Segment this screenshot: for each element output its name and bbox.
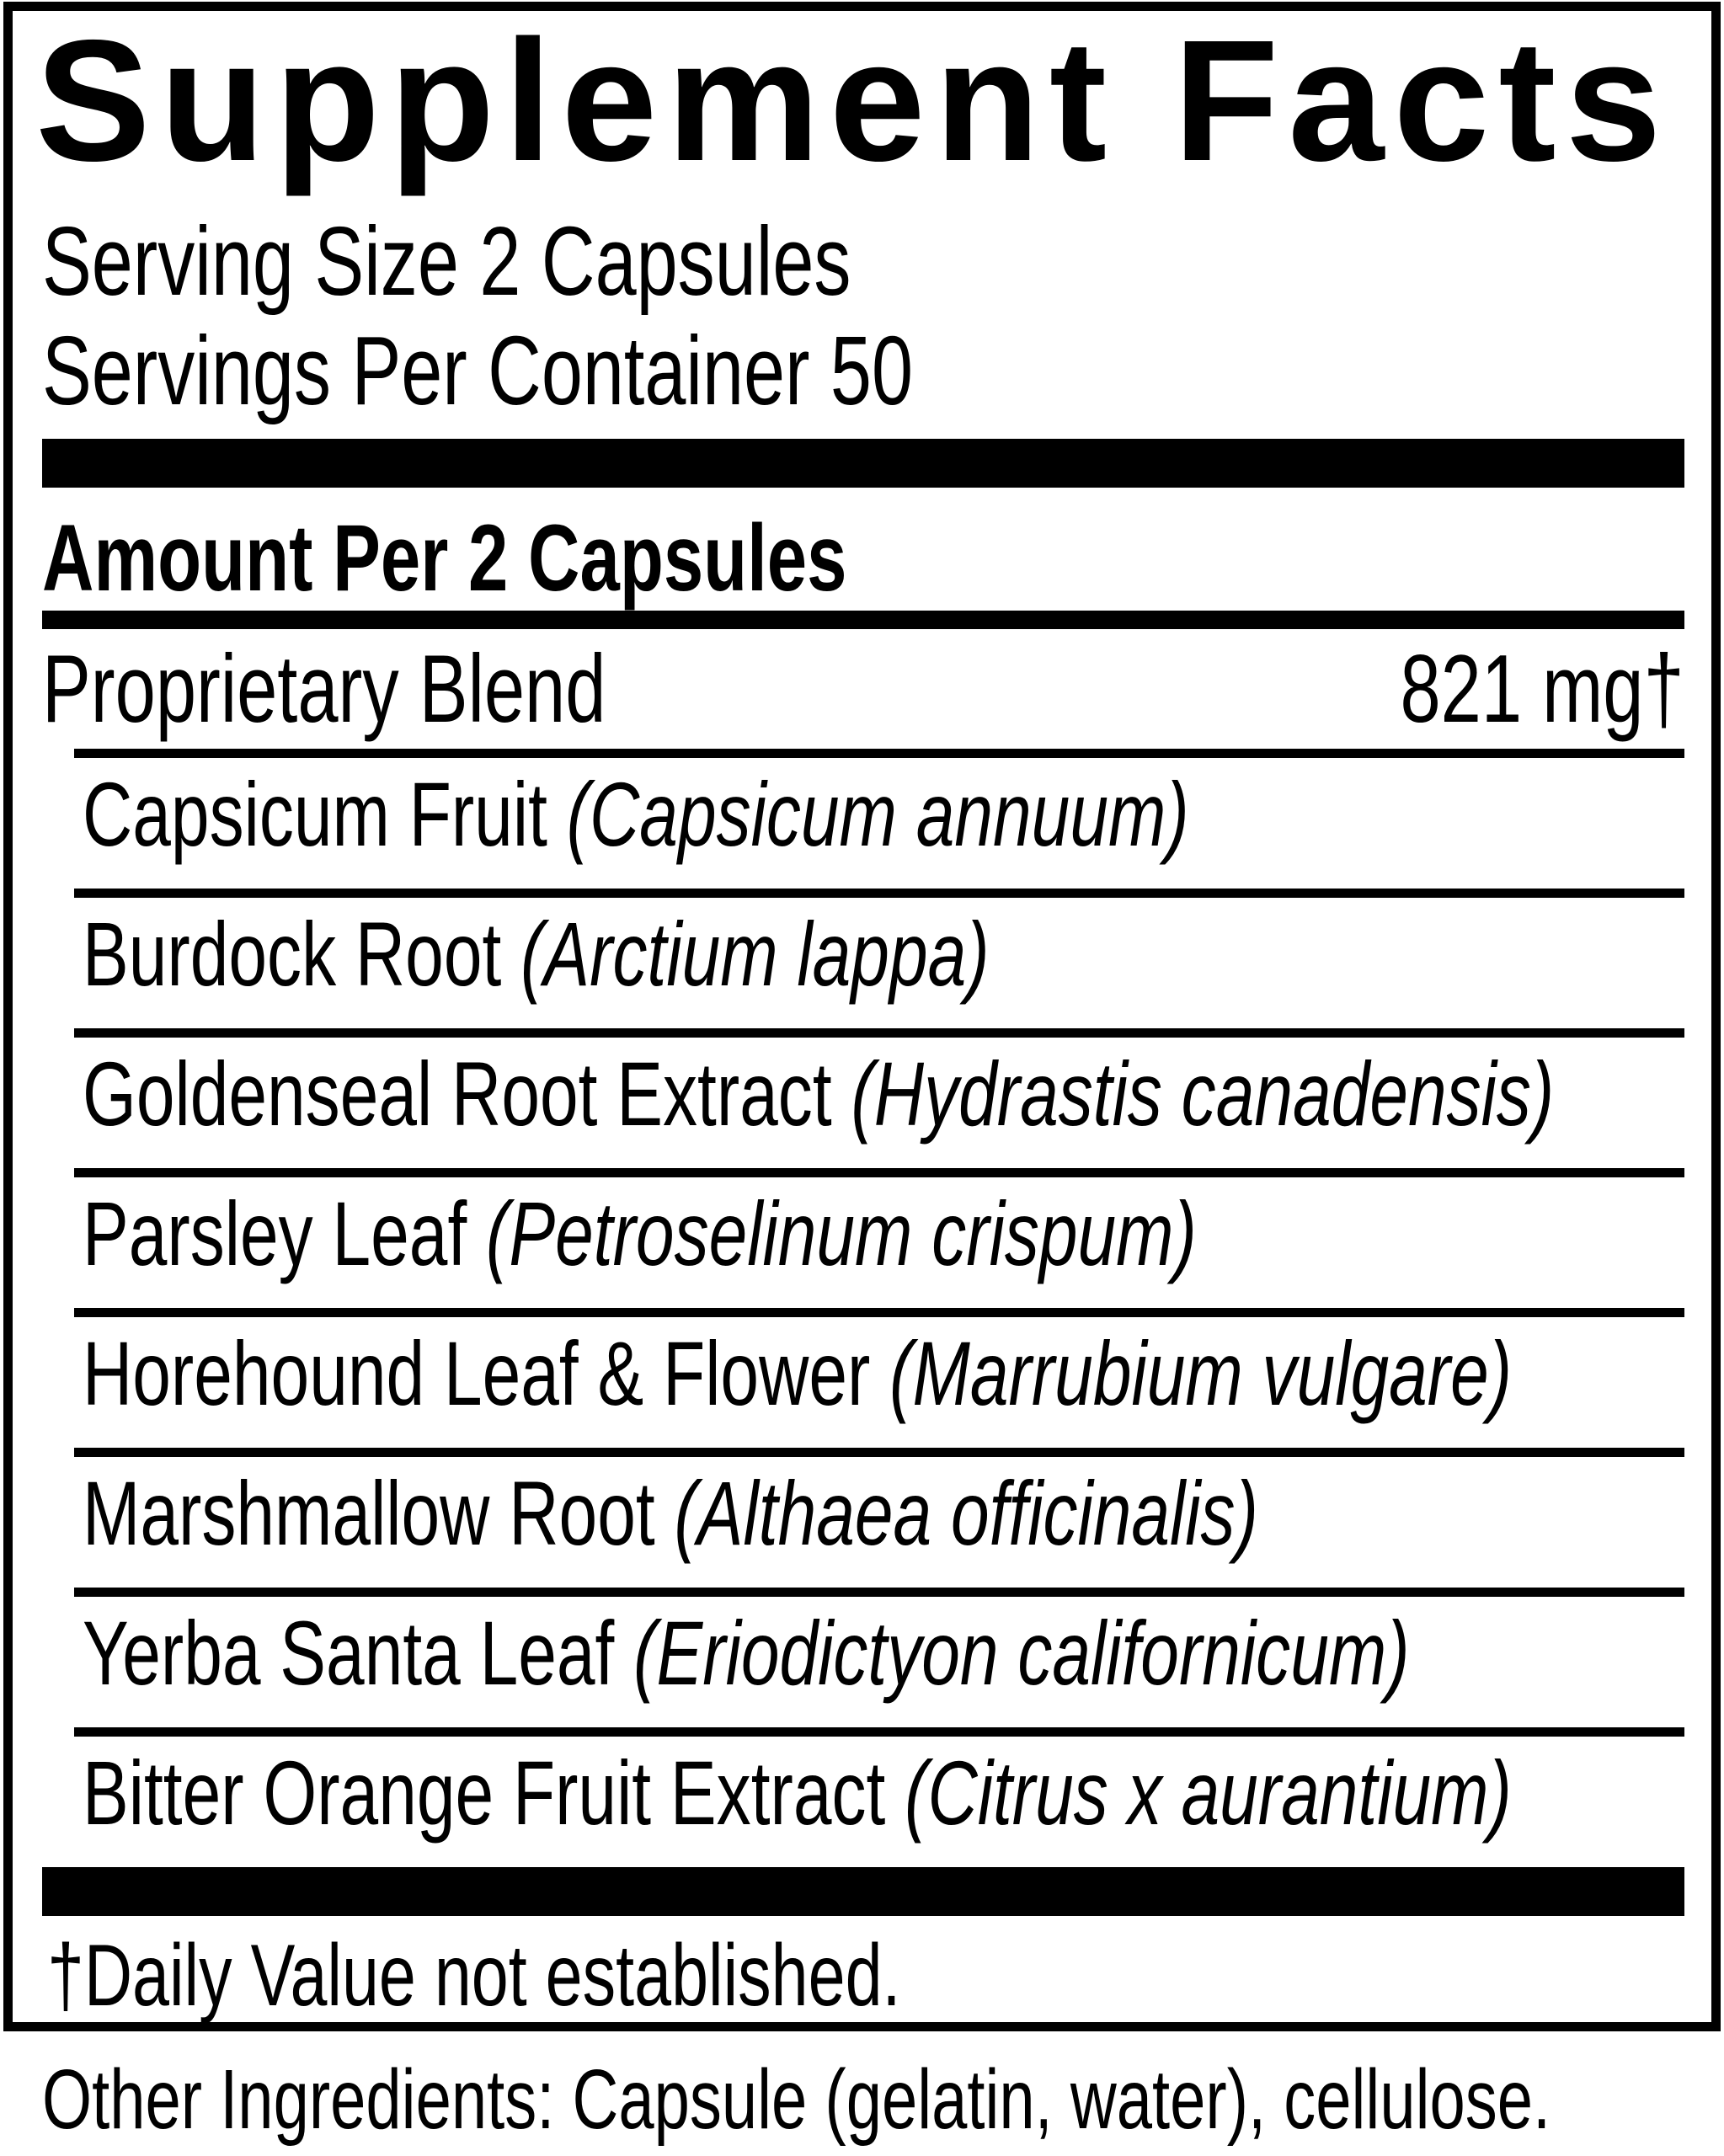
servings-per-container-text: Servings Per Container 50: [42, 316, 913, 425]
ingredient-row: Capsicum Fruit (Capsicum annuum): [74, 749, 1684, 889]
ingredient-name: Yerba Santa Leaf: [83, 1602, 615, 1704]
ingredient-name: Bitter Orange Fruit Extract: [83, 1742, 886, 1844]
ingredient-row-text: Marshmallow Root (Althaea officinalis): [83, 1468, 1258, 1559]
ingredient-row: Parsley Leaf (Petroselinum crispum): [74, 1168, 1684, 1308]
amount-per-header-text: Amount Per 2 Capsules: [42, 505, 847, 611]
proprietary-blend-amount: 821 mg†: [1400, 636, 1684, 743]
ingredient-latin: (Althaea officinalis): [674, 1462, 1258, 1564]
ingredient-row: Bitter Orange Fruit Extract (Citrus x au…: [74, 1727, 1684, 1867]
ingredient-name: Goldenseal Root Extract: [83, 1043, 832, 1145]
ingredient-row: Yerba Santa Leaf (Eriodictyon californic…: [74, 1588, 1684, 1727]
other-ingredients-line: Other Ingredients: Capsule (gelatin, wat…: [42, 2053, 1724, 2146]
ingredient-row: Burdock Root (Arctium lappa): [74, 889, 1684, 1028]
ingredient-latin: (Marrubium vulgare): [889, 1322, 1513, 1424]
panel-title-text: Supplement Facts: [35, 4, 1671, 197]
ingredient-row-text: Capsicum Fruit (Capsicum annuum): [83, 769, 1189, 860]
proprietary-blend-row: Proprietary Blend 821 mg†: [42, 639, 1684, 740]
ingredient-row: Marshmallow Root (Althaea officinalis): [74, 1448, 1684, 1588]
ingredient-row: Horehound Leaf & Flower (Marrubium vulga…: [74, 1308, 1684, 1448]
ingredient-row: Goldenseal Root Extract (Hydrastis canad…: [74, 1028, 1684, 1168]
other-ingredients-text: Other Ingredients: Capsule (gelatin, wat…: [42, 2052, 1551, 2147]
daily-value-footnote: †Daily Value not established.: [42, 1929, 1684, 2022]
supplement-facts-panel: Supplement Facts Serving Size 2 Capsules…: [3, 2, 1721, 2031]
ingredient-row-text: Bitter Orange Fruit Extract (Citrus x au…: [83, 1748, 1512, 1838]
ingredient-name: Marshmallow Root: [83, 1462, 655, 1564]
panel-title: Supplement Facts: [35, 14, 1684, 187]
ingredient-row-text: Goldenseal Root Extract (Hydrastis canad…: [83, 1049, 1554, 1139]
ingredient-latin: (Citrus x aurantium): [905, 1742, 1512, 1844]
ingredient-row-text: Burdock Root (Arctium lappa): [83, 909, 990, 1000]
ingredient-latin: (Hydrastis canadensis): [851, 1043, 1555, 1145]
ingredient-list: Capsicum Fruit (Capsicum annuum) Burdock…: [74, 749, 1684, 1867]
ingredient-name: Burdock Root: [83, 903, 502, 1005]
ingredient-name: Parsley Leaf: [83, 1182, 467, 1284]
proprietary-blend-name: Proprietary Blend: [42, 636, 606, 743]
serving-size-line: Serving Size 2 Capsules: [42, 206, 1684, 316]
ingredient-latin: (Eriodictyon californicum): [633, 1602, 1410, 1704]
daily-value-footnote-text: †Daily Value not established.: [47, 1927, 901, 2025]
amount-per-header: Amount Per 2 Capsules: [42, 508, 1684, 609]
divider-bar-thick-top: [42, 439, 1684, 488]
ingredient-row-text: Parsley Leaf (Petroselinum crispum): [83, 1188, 1197, 1279]
ingredient-latin: (Petroselinum crispum): [486, 1182, 1197, 1284]
divider-bar-thick-bottom: [42, 1867, 1684, 1916]
ingredient-row-text: Horehound Leaf & Flower (Marrubium vulga…: [83, 1328, 1512, 1419]
ingredient-latin: (Arctium lappa): [520, 903, 990, 1005]
serving-size-text: Serving Size 2 Capsules: [42, 206, 851, 316]
divider-bar-medium: [42, 611, 1684, 629]
servings-per-container-line: Servings Per Container 50: [42, 316, 1684, 425]
ingredient-name: Horehound Leaf & Flower: [83, 1322, 871, 1424]
ingredient-latin: (Capsicum annuum): [566, 763, 1189, 865]
ingredient-name: Capsicum Fruit: [83, 763, 547, 865]
ingredient-row-text: Yerba Santa Leaf (Eriodictyon californic…: [83, 1608, 1410, 1699]
